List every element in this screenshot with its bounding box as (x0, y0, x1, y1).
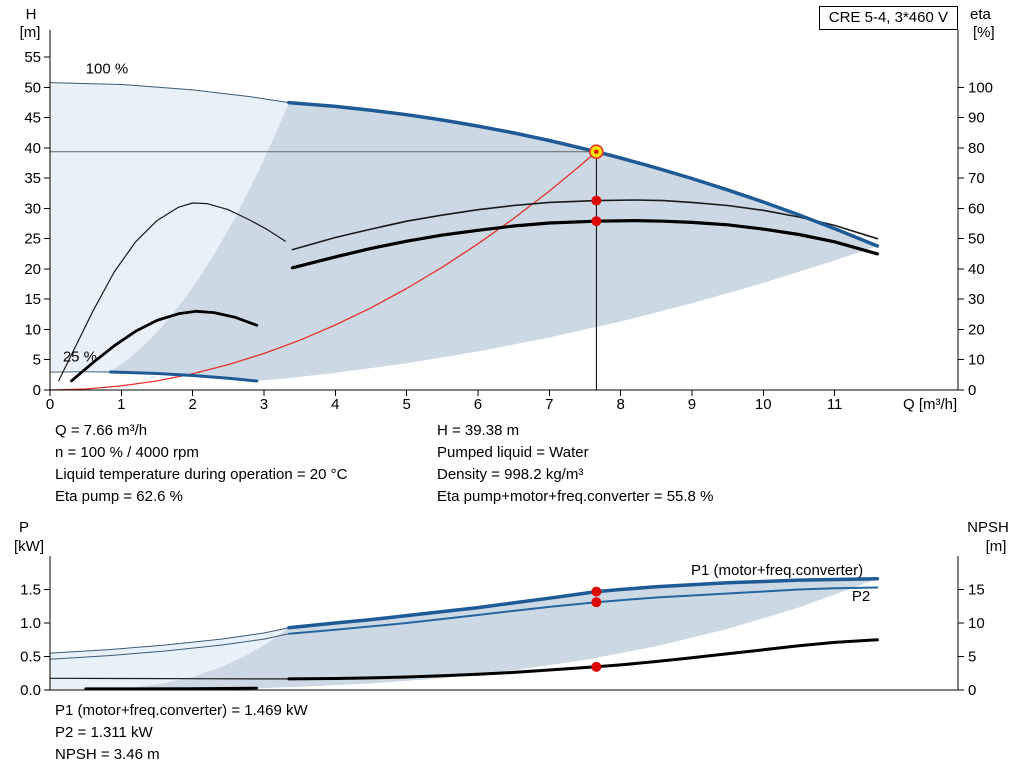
axis-label: NPSH (967, 519, 1009, 536)
eta-pump-point (591, 195, 602, 206)
x-tick-label: 5 (402, 396, 410, 413)
npsh-curve-thin (49, 677, 290, 680)
curve-label: 25 % (63, 349, 97, 366)
axis-label: H (26, 6, 37, 23)
axis-label: [m] (986, 538, 1007, 555)
y2-tick-label: 40 (968, 261, 985, 278)
y2-tick-label: 100 (968, 79, 993, 96)
duty-results-right: H = 39.38 m Pumped liquid = Water Densit… (437, 420, 713, 508)
result-liquid-temperature: Liquid temperature during operation = 20… (55, 466, 348, 483)
duty-point-center (594, 149, 599, 154)
result-npsh: NPSH = 3.46 m (55, 746, 160, 763)
x-tick-label: 9 (688, 396, 696, 413)
y2-tick-label: 30 (968, 291, 985, 308)
result-density: Density = 998.2 kg/m³ (437, 466, 584, 483)
x-tick-label: 3 (260, 396, 268, 413)
y-tick-label: 20 (24, 261, 41, 278)
x-tick-label: 1 (117, 396, 125, 413)
result-head: H = 39.38 m (437, 422, 520, 439)
y-tick-label: 15 (24, 291, 41, 308)
envelope-pale-power (50, 627, 289, 690)
eta-pump-curve-25 (58, 202, 286, 382)
x-tick-label: 8 (616, 396, 624, 413)
result-flow: Q = 7.66 m³/h (55, 422, 148, 439)
pump-curve-100-thin (49, 82, 290, 104)
p2-point (591, 597, 602, 608)
axis-label: P (19, 519, 29, 536)
x-tick-label: 10 (755, 396, 772, 413)
x-tick-label: 2 (188, 396, 196, 413)
envelope-main (110, 102, 878, 381)
p1-point (591, 586, 602, 597)
y2-tick-label: 90 (968, 110, 985, 127)
x-tick-label: 6 (474, 396, 482, 413)
y2-tick-label: 0 (968, 382, 976, 399)
x-tick-label: 0 (46, 396, 54, 413)
curve-label: P2 (852, 588, 870, 605)
y-tick-label: 55 (24, 49, 41, 66)
system-curve-red (49, 151, 598, 391)
y2-tick-label: 5 (968, 649, 976, 666)
y-tick-label: 1.0 (20, 615, 41, 632)
envelope-pale (50, 82, 289, 372)
duty-results-left: Q = 7.66 m³/h n = 100 % / 4000 rpm Liqui… (55, 420, 347, 508)
eta-total-curve-25 (70, 309, 259, 383)
x-tick-label: 7 (545, 396, 553, 413)
y2-tick-label: 60 (968, 200, 985, 217)
result-pumped-liquid: Pumped liquid = Water (437, 444, 589, 461)
result-p2: P2 = 1.311 kW (55, 724, 153, 741)
result-eta-total: Eta pump+motor+freq.converter = 55.8 % (437, 488, 714, 505)
y2-tick-label: 15 (968, 582, 985, 599)
curve-label: 100 % (86, 61, 129, 78)
x-tick-label: 4 (331, 396, 339, 413)
axis-label: [%] (973, 24, 995, 41)
y-tick-label: 35 (24, 170, 41, 187)
y-tick-label: 45 (24, 110, 41, 127)
y2-tick-label: 10 (968, 352, 985, 369)
axis-label: [m] (20, 24, 41, 41)
curve-label: P1 (motor+freq.converter) (691, 562, 863, 579)
y-tick-label: 0.0 (20, 682, 41, 699)
pump-model-badge: CRE 5-4, 3*460 V (818, 6, 958, 30)
y-tick-label: 50 (24, 79, 41, 96)
pump-curve-25 (109, 370, 259, 383)
power-results: P1 (motor+freq.converter) = 1.469 kW P2 … (55, 700, 308, 766)
y-tick-label: 5 (33, 352, 41, 369)
y-tick-label: 10 (24, 321, 41, 338)
axis-label: eta (970, 6, 992, 23)
y2-tick-label: 70 (968, 170, 985, 187)
p2-curve-thin (49, 633, 290, 660)
result-p1: P1 (motor+freq.converter) = 1.469 kW (55, 702, 308, 719)
result-eta-pump: Eta pump = 62.6 % (55, 488, 183, 505)
y-tick-label: 1.5 (20, 582, 41, 599)
y-tick-label: 0 (33, 382, 41, 399)
result-speed: n = 100 % / 4000 rpm (55, 444, 199, 461)
x-tick-label: 11 (827, 396, 843, 413)
axis-label: [kW] (14, 538, 44, 555)
y2-tick-label: 50 (968, 231, 985, 248)
axis-label: Q [m³/h] (903, 396, 957, 413)
y2-tick-label: 20 (968, 321, 985, 338)
eta-total-point (591, 216, 602, 227)
envelope-main-power (110, 578, 878, 689)
y-tick-label: 30 (24, 200, 41, 217)
y-tick-label: 25 (24, 231, 41, 248)
y-tick-label: 40 (24, 140, 41, 157)
npsh-curve-25 (84, 686, 259, 690)
y2-tick-label: 10 (968, 615, 985, 632)
y2-tick-label: 0 (968, 682, 976, 699)
y2-tick-label: 80 (968, 140, 985, 157)
npsh-point (591, 661, 602, 672)
y-tick-label: 0.5 (20, 649, 41, 666)
p1-curve-thin (49, 627, 290, 654)
